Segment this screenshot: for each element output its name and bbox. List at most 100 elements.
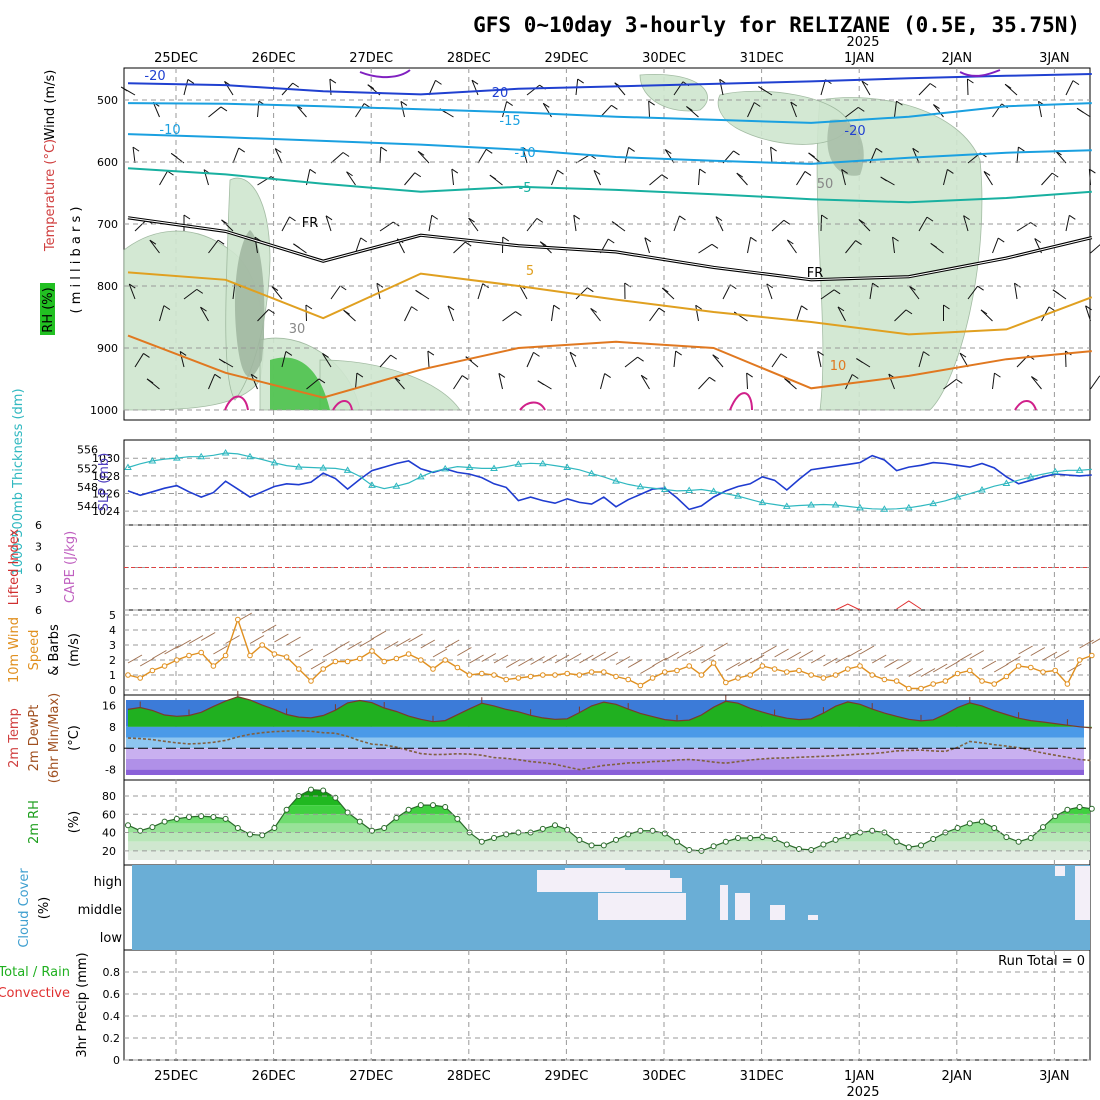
wind-barb xyxy=(600,373,606,390)
slp-tick-label: 1028 xyxy=(92,470,120,483)
temp-band xyxy=(126,758,1084,770)
wind-barb-flag xyxy=(464,241,472,247)
wind-barb-flag xyxy=(1018,146,1025,152)
date-label-bottom: 26DEC xyxy=(252,1069,296,1084)
wind-barb xyxy=(502,101,508,118)
wind-barb xyxy=(698,376,710,390)
wind-barb-flag xyxy=(309,168,317,174)
wind-barb xyxy=(305,304,307,322)
wind-speed-point xyxy=(442,657,449,663)
wind-tick-label: 1 xyxy=(109,669,116,682)
wind-speed-point xyxy=(1064,681,1071,687)
rh-point xyxy=(637,827,644,834)
wind-barb-flag xyxy=(557,169,564,175)
wind-tick-label: 0 xyxy=(109,684,116,697)
wind-speed-point xyxy=(527,673,534,680)
wind-barb-flag xyxy=(746,372,753,378)
rh-band xyxy=(128,805,1090,815)
wind-speed-point xyxy=(869,672,876,678)
date-label-bottom: 2JAN xyxy=(942,1069,973,1084)
thickness-point xyxy=(709,487,718,494)
wind-barb-10m xyxy=(213,645,228,655)
lifted-index-tick-label: 6 xyxy=(35,604,42,617)
wind-barb xyxy=(908,285,920,300)
wind-barb-10m xyxy=(530,656,545,665)
cloud-clear-patch xyxy=(720,885,728,920)
wind-speed-point xyxy=(625,676,632,683)
wind-barb-10m xyxy=(261,624,277,634)
cloud-clear-patch xyxy=(1075,866,1090,893)
wind-barb xyxy=(845,240,856,254)
ylabel-dewpt: 2m DewPt xyxy=(27,705,42,772)
rh-point xyxy=(320,787,327,794)
wind-barb-10m xyxy=(737,657,753,667)
wind-barb-flag xyxy=(506,101,513,106)
wind-barb-10m xyxy=(225,635,240,644)
thickness-point xyxy=(221,448,230,456)
rh-point xyxy=(820,841,827,848)
wind-barb-flag xyxy=(187,79,195,84)
wind-barb xyxy=(325,215,332,232)
contour-label: -15 xyxy=(499,114,520,129)
thickness-point xyxy=(563,463,572,470)
thickness-point xyxy=(465,463,474,470)
thickness-line xyxy=(127,452,1092,510)
wind-barb-flag xyxy=(783,219,791,225)
rh-point xyxy=(247,831,253,838)
wind-barb xyxy=(257,309,269,322)
wind-speed-point xyxy=(479,670,485,677)
thickness-point xyxy=(246,452,254,460)
wind-barb-flag xyxy=(929,83,937,88)
wind-barb-flag xyxy=(1051,172,1059,178)
wind-speed-point xyxy=(954,670,961,677)
thickness-tick-label: 548 xyxy=(77,481,98,494)
ylabel-thickness: 1000-500mb Thickness (dm) xyxy=(11,388,26,575)
rh-point xyxy=(893,838,900,845)
thickness-point xyxy=(978,486,986,493)
wind-barb xyxy=(208,106,222,118)
wind-barb-flag xyxy=(880,176,887,182)
wind-barb xyxy=(498,373,503,390)
wind-barb xyxy=(428,215,433,232)
wind-barb-flag xyxy=(360,237,367,243)
wind-barb-flag xyxy=(817,350,824,356)
date-label-bottom: 28DEC xyxy=(447,1069,491,1084)
rh-point xyxy=(491,835,497,842)
wind-barb xyxy=(894,101,897,118)
rh-point xyxy=(600,842,607,849)
slp-line xyxy=(127,454,1092,511)
contour-label: 50 xyxy=(817,177,834,192)
wind-barb xyxy=(159,305,165,322)
wind-barb xyxy=(575,287,588,300)
wind-barb-flag xyxy=(699,168,706,174)
ylabel-lifted-index: Lifted Index xyxy=(7,528,22,605)
wind-barb xyxy=(128,283,136,300)
rh-point xyxy=(344,809,351,816)
wind-barb-10m xyxy=(823,657,838,667)
rh-point xyxy=(186,814,192,821)
temp-line xyxy=(127,696,1092,729)
cloud-clear-patch xyxy=(670,878,682,892)
wind-barb xyxy=(698,243,713,254)
wind-barb xyxy=(232,147,240,164)
isotherm-15 xyxy=(1014,400,1037,411)
wind-barb xyxy=(468,217,479,232)
wind-barb-flag xyxy=(861,80,869,86)
cloud-clear-patch xyxy=(770,905,785,920)
wind-barb xyxy=(967,285,979,300)
wind-barb-flag xyxy=(611,221,619,227)
wind-barb xyxy=(640,375,650,390)
wind-barb-10m xyxy=(725,662,741,671)
rh-shade-dark xyxy=(234,230,265,377)
ylabel-total-rain: Total / Rain xyxy=(0,965,70,980)
wind-barb xyxy=(712,354,724,368)
rh-band xyxy=(128,795,1090,806)
wind-speed-point xyxy=(357,655,363,662)
wind-speed-point xyxy=(235,616,241,623)
wind-barb xyxy=(719,79,724,96)
wind-speed-point xyxy=(588,669,595,675)
wind-barb xyxy=(404,172,416,186)
wind-barb-flag xyxy=(356,372,364,378)
wind-barb xyxy=(281,351,287,368)
wind-barb xyxy=(892,237,895,254)
